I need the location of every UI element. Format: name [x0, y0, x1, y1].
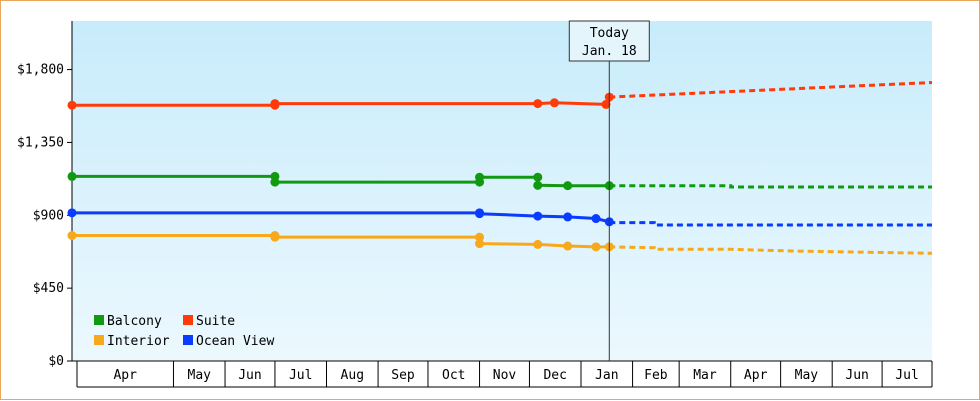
x-tick-label: Apr	[113, 368, 137, 383]
forecast-line-suite	[609, 81, 933, 99]
x-tick-label: Jul	[895, 368, 918, 383]
data-point	[533, 239, 543, 249]
y-tick-label: $900	[33, 208, 64, 223]
y-tick-label: $450	[33, 281, 64, 296]
data-point	[67, 231, 77, 241]
data-point	[270, 232, 280, 242]
today-box	[568, 20, 650, 62]
data-point	[563, 241, 573, 251]
y-tick-label: $1,800	[17, 63, 64, 78]
legend-swatch	[183, 315, 193, 325]
legend-swatch	[94, 315, 104, 325]
x-tick-label: Jun	[845, 368, 868, 383]
data-point	[563, 181, 573, 191]
forecast-line-balcony	[609, 184, 932, 189]
data-point	[591, 242, 601, 252]
data-point	[67, 208, 77, 218]
legend-label: Interior	[107, 334, 170, 349]
x-tick-label: Nov	[493, 368, 517, 383]
data-point	[563, 212, 573, 222]
legend-label: Suite	[196, 314, 235, 329]
forecast-line-ocean-view	[609, 221, 932, 227]
data-point	[475, 209, 485, 219]
y-tick-label: $1,350	[17, 135, 64, 150]
data-point	[601, 99, 611, 109]
data-point	[270, 99, 280, 109]
x-tick-label: Mar	[693, 368, 717, 383]
data-point	[270, 177, 280, 187]
plot-background	[72, 21, 932, 361]
x-tick-label: Jan	[595, 368, 618, 383]
legend-swatch	[183, 335, 193, 345]
x-tick-label: Feb	[644, 368, 668, 383]
x-tick-label: Jun	[238, 368, 261, 383]
legend-label: Ocean View	[196, 334, 274, 349]
legend-swatch	[94, 335, 104, 345]
today-label: Today	[590, 26, 629, 41]
x-tick-label: Oct	[442, 368, 465, 383]
data-point	[533, 172, 543, 182]
data-point	[475, 232, 485, 242]
data-point	[67, 171, 77, 181]
data-point	[475, 239, 485, 249]
x-tick-label: Dec	[543, 368, 566, 383]
data-point	[475, 172, 485, 182]
x-tick-label: May	[795, 368, 819, 383]
today-date: Jan. 18	[582, 44, 637, 59]
data-point	[67, 100, 77, 110]
data-point	[533, 180, 543, 190]
x-tick-label: Aug	[341, 368, 364, 383]
data-point	[591, 214, 601, 224]
x-tick-label: Jul	[289, 368, 312, 383]
data-point	[533, 211, 543, 221]
x-tick-label: Apr	[744, 368, 768, 383]
legend-label: Balcony	[107, 314, 162, 329]
x-tick-label: Sep	[391, 368, 415, 383]
data-point	[533, 99, 543, 109]
data-point	[549, 98, 559, 108]
forecast-line-interior	[609, 245, 933, 255]
y-tick-label: $0	[48, 354, 64, 369]
x-tick-label: May	[188, 368, 212, 383]
